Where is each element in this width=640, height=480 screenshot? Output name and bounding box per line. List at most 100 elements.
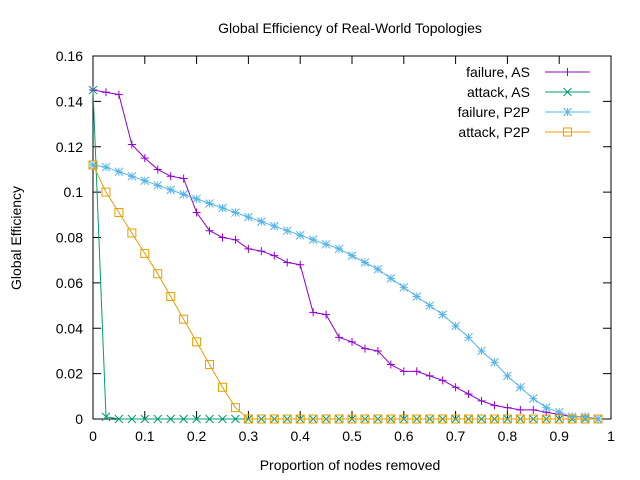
series-3-point: [464, 332, 473, 342]
y-tick-label: 0.14: [56, 93, 83, 109]
y-tick-label: 0.06: [56, 275, 83, 291]
series-1-point: [101, 88, 110, 97]
series-3-point: [153, 180, 163, 190]
series-1-point: [412, 367, 421, 376]
series-4-point: [230, 403, 240, 413]
series-1-point: [231, 235, 240, 244]
series-3-point: [554, 407, 564, 417]
series-4-point: [580, 414, 590, 424]
x-tick-label: 0.6: [394, 428, 414, 444]
series-1-point: [114, 90, 123, 99]
series-4-point: [321, 414, 331, 424]
x-tick-label: 0.2: [187, 428, 207, 444]
series-2-point: [192, 414, 201, 424]
series-3-point: [386, 273, 396, 283]
series-3-point: [321, 239, 331, 249]
series-4-point: [205, 360, 215, 370]
series-3-point: [515, 382, 525, 392]
series-1-point: [140, 154, 149, 163]
x-tick-label: 0.7: [446, 428, 466, 444]
series-3-point: [140, 176, 150, 186]
series-1-point: [296, 260, 305, 269]
series-4-point: [218, 382, 227, 392]
series-4-point: [166, 291, 176, 301]
series-4-point: [295, 414, 305, 424]
series-4-point: [567, 414, 577, 424]
series-3-point: [347, 251, 357, 261]
series-1-point: [166, 172, 175, 181]
legend-marker: [563, 68, 572, 76]
y-tick-label: 0.1: [64, 184, 84, 200]
legend-label: attack, P2P: [458, 124, 530, 140]
series-1-point: [516, 405, 525, 414]
series-2-point: [205, 414, 214, 424]
series-3-point: [360, 258, 370, 267]
series-3-point: [127, 171, 137, 181]
series-3-point: [282, 226, 292, 236]
series-4-point: [593, 414, 603, 424]
series-4-point: [243, 414, 253, 424]
series-4-point: [541, 414, 551, 424]
series-1-point: [360, 344, 369, 353]
x-tick-label: 0.9: [549, 428, 569, 444]
x-axis-label: Proportion of nodes removed: [260, 457, 441, 473]
series-3-point: [308, 235, 318, 245]
series-2-point: [231, 414, 240, 424]
series-1-point: [192, 208, 201, 217]
series-4-point: [192, 337, 202, 347]
x-tick-label: 0.5: [342, 428, 362, 444]
y-axis-label: Global Efficiency: [8, 186, 24, 290]
series-4-point: [489, 414, 499, 424]
y-tick-label: 0.02: [56, 366, 83, 382]
series-4-point: [282, 414, 292, 424]
series-4-point: [425, 414, 435, 424]
series-1-point: [425, 371, 434, 380]
plot-area: 0 0.1 0.2 0.3 0.4 0.5 0.6 0.7 0.8 0.9 1 0 0.02 0.04 0.…: [56, 48, 615, 444]
series-4-point: [399, 414, 409, 424]
series-1-point: [179, 174, 188, 183]
series-1-point: [283, 258, 292, 267]
series-3-point: [334, 244, 344, 254]
series-3-point: [218, 203, 227, 213]
series-4-point: [269, 414, 279, 424]
series-3-point: [580, 412, 590, 422]
series-2-point: [114, 414, 124, 424]
series-1-point: [348, 337, 356, 346]
series-4-point: [334, 414, 344, 424]
series-4-point: [308, 414, 318, 424]
series-3-point: [114, 167, 124, 177]
series-1-point: [490, 401, 499, 410]
series-3-point: [528, 394, 538, 403]
series-4-point: [153, 269, 163, 279]
series-3-point: [269, 221, 279, 231]
y-tick-label: 0: [75, 411, 83, 427]
series-2-point: [179, 414, 189, 424]
series-2-point: [127, 414, 137, 424]
series-2-point: [218, 414, 227, 424]
series-1-point: [477, 396, 486, 405]
legend-label: attack, AS: [467, 84, 530, 100]
series-3-point: [205, 199, 214, 208]
series-3-point: [295, 230, 305, 240]
series-3-point: [256, 217, 266, 226]
series-4-point: [515, 414, 525, 424]
series-3-point: [166, 185, 176, 195]
series-3-point: [101, 162, 111, 172]
y-tick-label: 0.12: [56, 139, 83, 155]
series-3-point: [451, 321, 460, 331]
series-4-point: [114, 208, 124, 218]
series-line-1: [92, 89, 599, 420]
series-3-point: [244, 212, 253, 222]
series-1-point: [373, 346, 382, 355]
x-tick-label: 0.4: [290, 428, 310, 444]
x-tick-label: 0.3: [239, 428, 259, 444]
legend-marker: [563, 107, 572, 117]
series-1-point: [127, 140, 136, 149]
series-3-point: [503, 371, 512, 381]
series-1-point: [270, 251, 279, 260]
x-tick-label: 0: [89, 428, 97, 444]
series-1-point: [309, 308, 318, 317]
series-1-point: [218, 233, 227, 242]
series-3-point: [373, 264, 383, 274]
series-1-point: [322, 310, 331, 319]
